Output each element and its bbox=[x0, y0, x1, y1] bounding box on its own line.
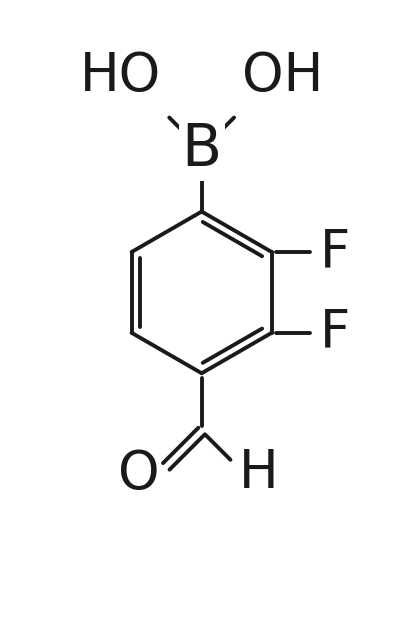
Text: OH: OH bbox=[242, 50, 323, 102]
Text: B: B bbox=[181, 122, 222, 179]
Text: O: O bbox=[118, 448, 160, 500]
Text: H: H bbox=[239, 447, 279, 499]
Text: HO: HO bbox=[80, 50, 162, 102]
Text: F: F bbox=[320, 226, 351, 278]
Text: F: F bbox=[320, 307, 351, 359]
